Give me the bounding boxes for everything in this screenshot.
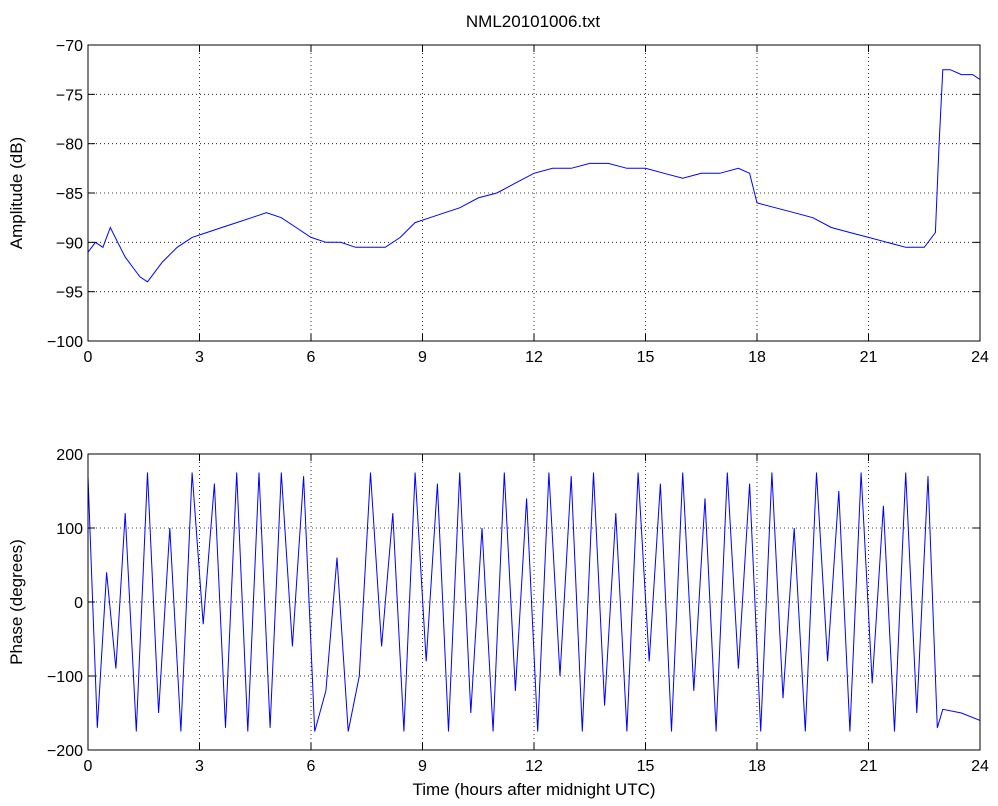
phase-y-axis-label: Phase (degrees)	[7, 539, 26, 665]
phase-x-tick-label: 18	[748, 758, 766, 775]
amplitude-y-tick-label: −80	[56, 137, 83, 154]
amplitude-y-tick-label: −85	[56, 186, 83, 203]
amplitude-y-tick-label: −70	[56, 38, 83, 55]
figure-title: NML20101006.txt	[466, 12, 600, 31]
amplitude-y-tick-label: −100	[47, 334, 83, 351]
phase-y-tick-label: 0	[74, 595, 83, 612]
phase-x-tick-label: 3	[195, 758, 204, 775]
phase-x-tick-label: 12	[525, 758, 543, 775]
phase-x-axis-label: Time (hours after midnight UTC)	[412, 780, 655, 799]
amplitude-x-tick-label: 18	[748, 349, 766, 366]
phase-x-tick-label: 15	[637, 758, 655, 775]
amplitude-y-tick-label: −90	[56, 235, 83, 252]
amplitude-x-tick-label: 0	[84, 349, 93, 366]
amplitude-x-tick-label: 3	[195, 349, 204, 366]
amplitude-x-tick-label: 6	[307, 349, 316, 366]
amplitude-x-tick-label: 12	[525, 349, 543, 366]
phase-y-tick-label: −100	[47, 669, 83, 686]
phase-panel: 0 3 6 9 12 15 18 21 24 200 100 0 −100 −200 Phase (degr…	[7, 447, 989, 799]
amplitude-y-tick-label: −95	[56, 285, 83, 302]
phase-x-tick-label: 0	[84, 758, 93, 775]
amplitude-y-tick-label: −75	[56, 87, 83, 104]
amplitude-x-tick-label: 9	[418, 349, 427, 366]
amplitude-x-tick-label: 21	[860, 349, 878, 366]
phase-x-tick-label: 24	[971, 758, 989, 775]
phase-y-tick-label: 200	[56, 447, 83, 464]
phase-series-line	[88, 472, 980, 732]
phase-x-tick-label: 9	[418, 758, 427, 775]
amplitude-series-line	[88, 69, 980, 283]
phase-y-tick-label: −200	[47, 743, 83, 760]
amplitude-x-tick-label: 24	[971, 349, 989, 366]
phase-x-tick-label: 6	[307, 758, 316, 775]
amplitude-y-axis-label: Amplitude (dB)	[7, 137, 26, 249]
amplitude-panel: 0 3 6 9 12 15 18 21 24 −70 −75 −80 −85 −90 −95 −100 Ampl…	[7, 38, 989, 366]
amplitude-x-tick-label: 15	[637, 349, 655, 366]
phase-y-tick-label: 100	[56, 521, 83, 538]
phase-x-tick-label: 21	[860, 758, 878, 775]
